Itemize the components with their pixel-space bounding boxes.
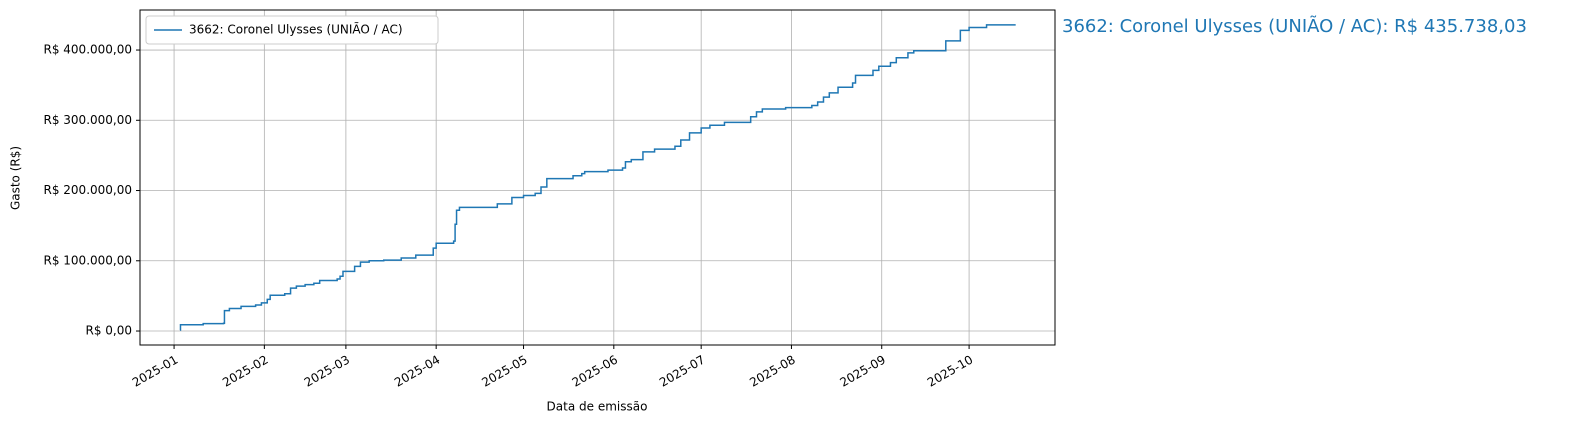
x-axis-label: Data de emissão	[547, 400, 648, 414]
x-tick-label: 2025-07	[657, 353, 707, 390]
legend-box	[145, 15, 439, 45]
y-tick-label: R$ 400.000,00	[44, 43, 133, 57]
y-axis-label: Gasto (R$)	[9, 146, 23, 210]
annotation: 3662: Coronel Ulysses (UNIÃO / AC): R$ 4…	[1062, 15, 1527, 37]
legend: 3662: Coronel Ulysses (UNIÃO / AC)	[145, 15, 439, 45]
x-tick-label: 2025-04	[392, 353, 442, 390]
y-tick-label: R$ 100.000,00	[44, 253, 133, 267]
x-tick-label: 2025-06	[570, 353, 620, 390]
x-tick-label: 2025-01	[130, 353, 180, 390]
y-tick-label: R$ 200.000,00	[44, 183, 133, 197]
x-tick-label: 2025-05	[479, 353, 529, 390]
series-line	[179, 24, 1016, 331]
x-tick-label: 2025-08	[747, 353, 797, 390]
x-tick-label: 2025-09	[838, 353, 888, 390]
legend-label: 3662: Coronel Ulysses (UNIÃO / AC)	[189, 22, 403, 37]
x-tick-label: 2025-10	[925, 353, 975, 390]
y-tick-label: R$ 0,00	[85, 324, 132, 338]
y-tick-label: R$ 300.000,00	[44, 113, 133, 127]
x-tick-label: 2025-03	[302, 353, 352, 390]
plot-frame	[139, 9, 1056, 346]
x-tick-label: 2025-02	[220, 353, 270, 390]
